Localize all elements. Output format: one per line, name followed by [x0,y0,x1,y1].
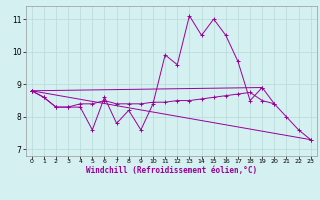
X-axis label: Windchill (Refroidissement éolien,°C): Windchill (Refroidissement éolien,°C) [86,166,257,175]
